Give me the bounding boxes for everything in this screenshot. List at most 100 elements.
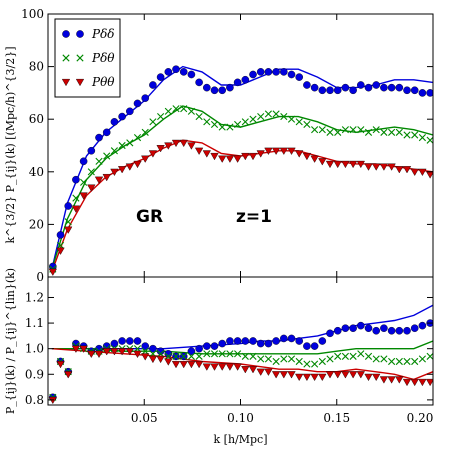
bottom-triangle-down-point [364,373,373,382]
legend-marker [76,54,84,62]
top-triangle-down-point [148,150,158,158]
bottom-triangle-down-point [233,363,242,371]
top-x-point [172,105,180,113]
bottom-circle-point [141,342,150,350]
bottom-triangle-down-point [425,378,433,387]
top-y-axis-label: k^{3/2} P_{ij}(k) [(Mpc/h)^{3/2}] [4,47,17,244]
top-x-point [234,120,242,129]
top-triangle-down-point [418,168,427,177]
top-triangle-down-point [225,155,235,163]
bottom-circle-point [110,339,119,348]
top-triangle-down-point [179,139,188,148]
top-circle-point [102,128,111,137]
top-x-point [180,105,188,113]
top-triangle-down-point [387,163,396,171]
top-triangle-down-point [125,163,134,171]
top-triangle-down-point [202,150,211,158]
top-triangle-down-point [287,147,296,155]
top-x-point [388,128,396,136]
top-circle-point [426,89,433,97]
top-triangle-down-point [356,160,365,169]
bottom-x-point [249,352,257,360]
top-ytick-label: 60 [29,112,44,126]
bottom-x-point [334,352,342,360]
bottom-x-point [195,352,203,360]
top-circle-point [272,68,280,76]
top-triangle-down-point [341,160,350,169]
top-circle-point [372,81,381,89]
top-circle-point [395,83,404,92]
top-circle-point [256,68,265,76]
top-x-point [403,131,411,139]
top-x-point [287,115,296,123]
top-circle-point [218,86,227,95]
top-circle-point [364,83,373,92]
bottom-circle-point [203,342,211,350]
top-triangle-down-point [133,160,142,169]
annotation-gr: GR [136,207,163,227]
top-x-point [295,118,303,126]
top-triangle-down-point [241,152,250,161]
bottom-x-point [426,352,433,360]
bottom-triangle-down-point [333,371,342,379]
xtick-label: 0.10 [227,411,254,425]
plot-layer [48,65,433,405]
top-circle-point [233,78,242,87]
top-x-point [426,136,433,144]
bottom-x-point [226,350,234,358]
legend-marker [61,78,71,87]
bottom-circle-point [341,324,350,333]
legend: Pδδ Pδθ Pθθ [54,18,121,98]
bottom-x-point [411,357,419,366]
bottom-circle-point [256,339,265,348]
bottom-x-point [311,360,319,368]
bottom-circle-point [418,321,427,330]
top-x-point [364,128,373,136]
top-x-point [187,107,196,115]
bottom-ytick-label: 1.2 [25,290,44,304]
top-triangle-down-point [210,152,219,161]
top-triangle-down-point [56,247,65,255]
top-x-point [264,110,273,118]
bottom-circle-point [403,326,411,335]
xtick-label: 0.20 [407,411,434,425]
top-triangle-down-point [94,176,104,184]
bottom-x-point [172,352,180,360]
top-circle-point [303,81,311,89]
bottom-circle-point [218,339,227,348]
annotation-redshift: z=1 [236,207,272,227]
top-circle-point [349,86,357,95]
top-triangle-down-point [395,166,404,174]
top-triangle-down-point [318,158,327,166]
bottom-circle-point [372,326,381,335]
bottom-triangle-down-point [387,376,396,384]
x-axis-label: k [h/Mpc] [213,433,267,446]
legend-marker [75,78,85,87]
bottom-triangle-down-point [164,358,173,366]
top-ytick-label: 40 [29,165,44,179]
bottom-triangle-down-point [271,371,281,379]
bottom-circle-point [126,337,134,345]
top-x-point [349,126,357,134]
top-x-point [418,134,427,142]
top-circle-point [418,89,427,97]
top-circle-point [310,83,319,92]
bottom-triangle-down-point [94,350,104,359]
bottom-triangle-down-point [248,366,258,374]
top-circle-point [179,68,188,76]
bottom-x-point [349,352,357,360]
bottom-triangle-down-point [179,360,188,369]
bottom-circle-point [187,347,196,356]
top-triangle-down-point [64,226,73,234]
bottom-triangle-down-point [71,345,81,353]
bottom-triangle-down-point [379,376,389,384]
top-triangle-down-point [302,152,312,161]
top-x-point [64,218,72,226]
top-triangle-down-point [325,160,335,169]
bottom-x-point [318,357,326,366]
top-x-point [241,118,249,126]
top-circle-point [295,73,304,81]
top-circle-point [203,83,211,92]
bottom-triangle-down-point [325,371,335,379]
